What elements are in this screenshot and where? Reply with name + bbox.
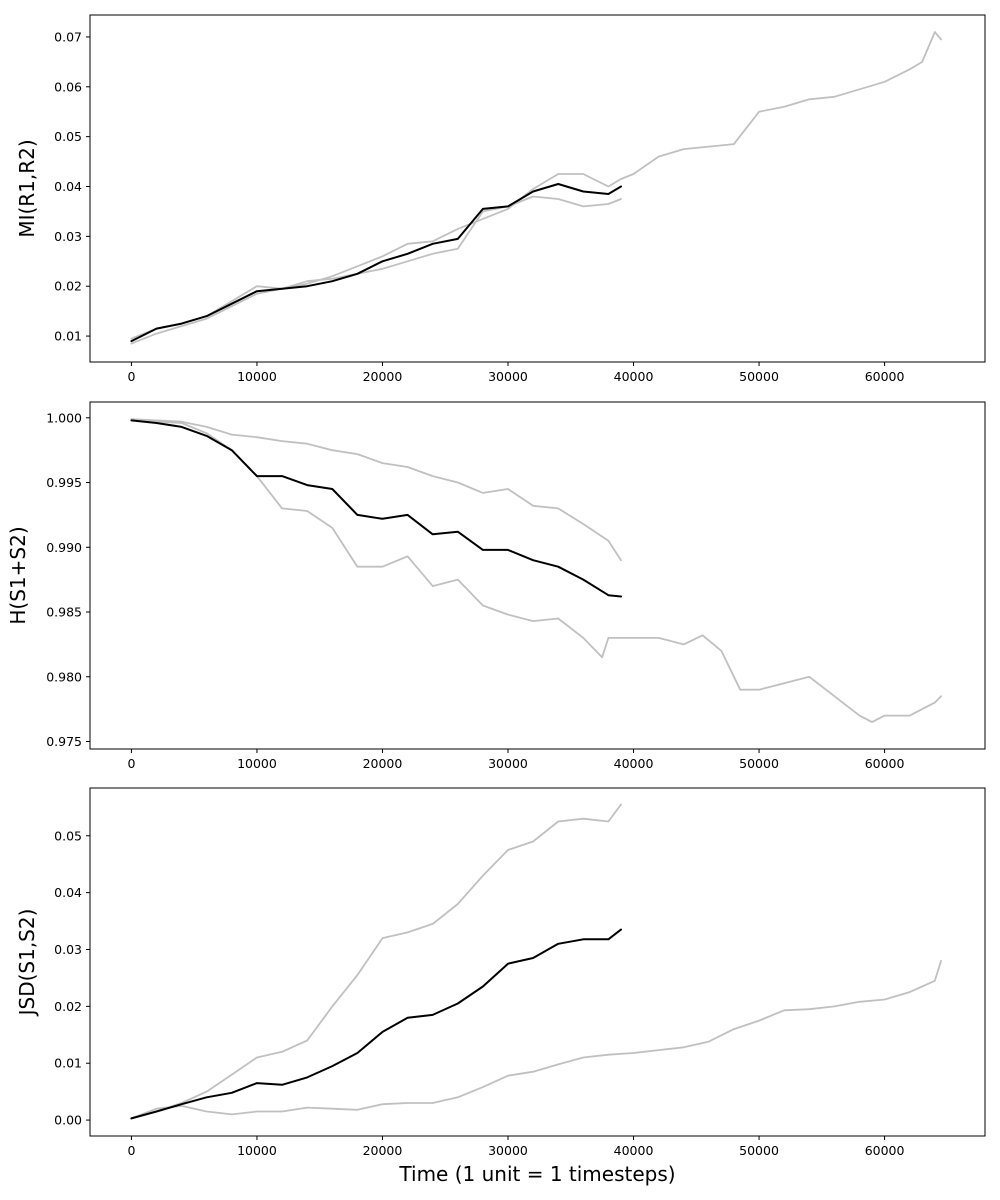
x-tick-label: 10000: [237, 1143, 277, 1158]
y-tick-label: 0.04: [54, 885, 82, 900]
y-tick-label: 0.980: [46, 669, 82, 684]
x-tick-label: 0: [127, 1143, 135, 1158]
panels: 0 10000 20000 30000 40000 50000 600000.010.020…: [6, 14, 986, 1186]
x-tick-label: 30000: [488, 756, 528, 771]
y-tick-label: 1.000: [46, 410, 82, 425]
x-tick-label: 40000: [614, 369, 654, 384]
y-tick-label: 0.05: [54, 129, 82, 144]
y-tick-label: 0.02: [54, 279, 82, 294]
x-axis-label: Time (1 unit = 1 timesteps): [398, 1162, 675, 1186]
x-tick-label: 20000: [363, 756, 403, 771]
y-tick-label: 0.03: [54, 942, 82, 957]
plot-frame: [89, 401, 986, 750]
y-tick-label: 0.06: [54, 79, 82, 94]
x-tick-label: 40000: [614, 756, 654, 771]
y-tick-label: 0.985: [46, 605, 82, 620]
y-tick-label: 0.990: [46, 540, 82, 555]
y-axis-label: JSD(S1,S2): [15, 909, 39, 1018]
x-tick-label: 10000: [237, 756, 277, 771]
x-tick-label: 20000: [363, 369, 403, 384]
x-tick-label: 0: [127, 756, 135, 771]
x-tick-label: 50000: [739, 1143, 779, 1158]
y-tick-label: 0.05: [54, 828, 82, 843]
series-upper-line: [130, 803, 622, 1120]
series-lower-line: [130, 419, 942, 723]
y-tick-label: 0.01: [54, 329, 82, 344]
x-tick-label: 10000: [237, 369, 277, 384]
x-tick-label: 60000: [865, 369, 905, 384]
y-tick-label: 0.02: [54, 999, 82, 1014]
y-tick-label: 0.00: [54, 1113, 82, 1128]
x-tick-label: 0: [127, 369, 135, 384]
panel-2: 0 10000 20000 30000 40000 50000 60000 0.975 0.98…: [6, 401, 986, 771]
x-tick-label: 50000: [739, 369, 779, 384]
series-lower-line: [130, 195, 622, 345]
plot-frame: [89, 787, 986, 1137]
series-mean-line: [130, 928, 622, 1120]
series-lower-line: [130, 960, 942, 1120]
x-tick-label: 60000: [865, 756, 905, 771]
panel-3: 0 10000 20000 30000 40000 50000 60000 0.00 0.01 0…: [15, 787, 986, 1186]
plot-frame: [89, 14, 986, 363]
y-tick-label: 0.995: [46, 475, 82, 490]
x-tick-label: 30000: [488, 1143, 528, 1158]
y-tick-label: 0.975: [46, 734, 82, 749]
x-tick-label: 40000: [614, 1143, 654, 1158]
x-tick-label: 30000: [488, 369, 528, 384]
series-upper-line: [130, 418, 622, 562]
series-mean-line: [130, 419, 622, 598]
series-mean-line: [130, 183, 622, 343]
y-axis-label: MI(R1,R2): [15, 139, 39, 237]
y-tick-label: 0.04: [54, 179, 82, 194]
x-tick-label: 60000: [865, 1143, 905, 1158]
y-tick-label: 0.03: [54, 229, 82, 244]
x-tick-label: 50000: [739, 756, 779, 771]
panel-1: 0 10000 20000 30000 40000 50000 60000 0.01 0.02 0…: [15, 14, 986, 384]
y-axis-label: H(S1+S2): [6, 526, 30, 624]
y-tick-label: 0.01: [54, 1056, 82, 1071]
x-tick-label: 20000: [363, 1143, 403, 1158]
y-tick-label: 0.07: [54, 29, 82, 44]
